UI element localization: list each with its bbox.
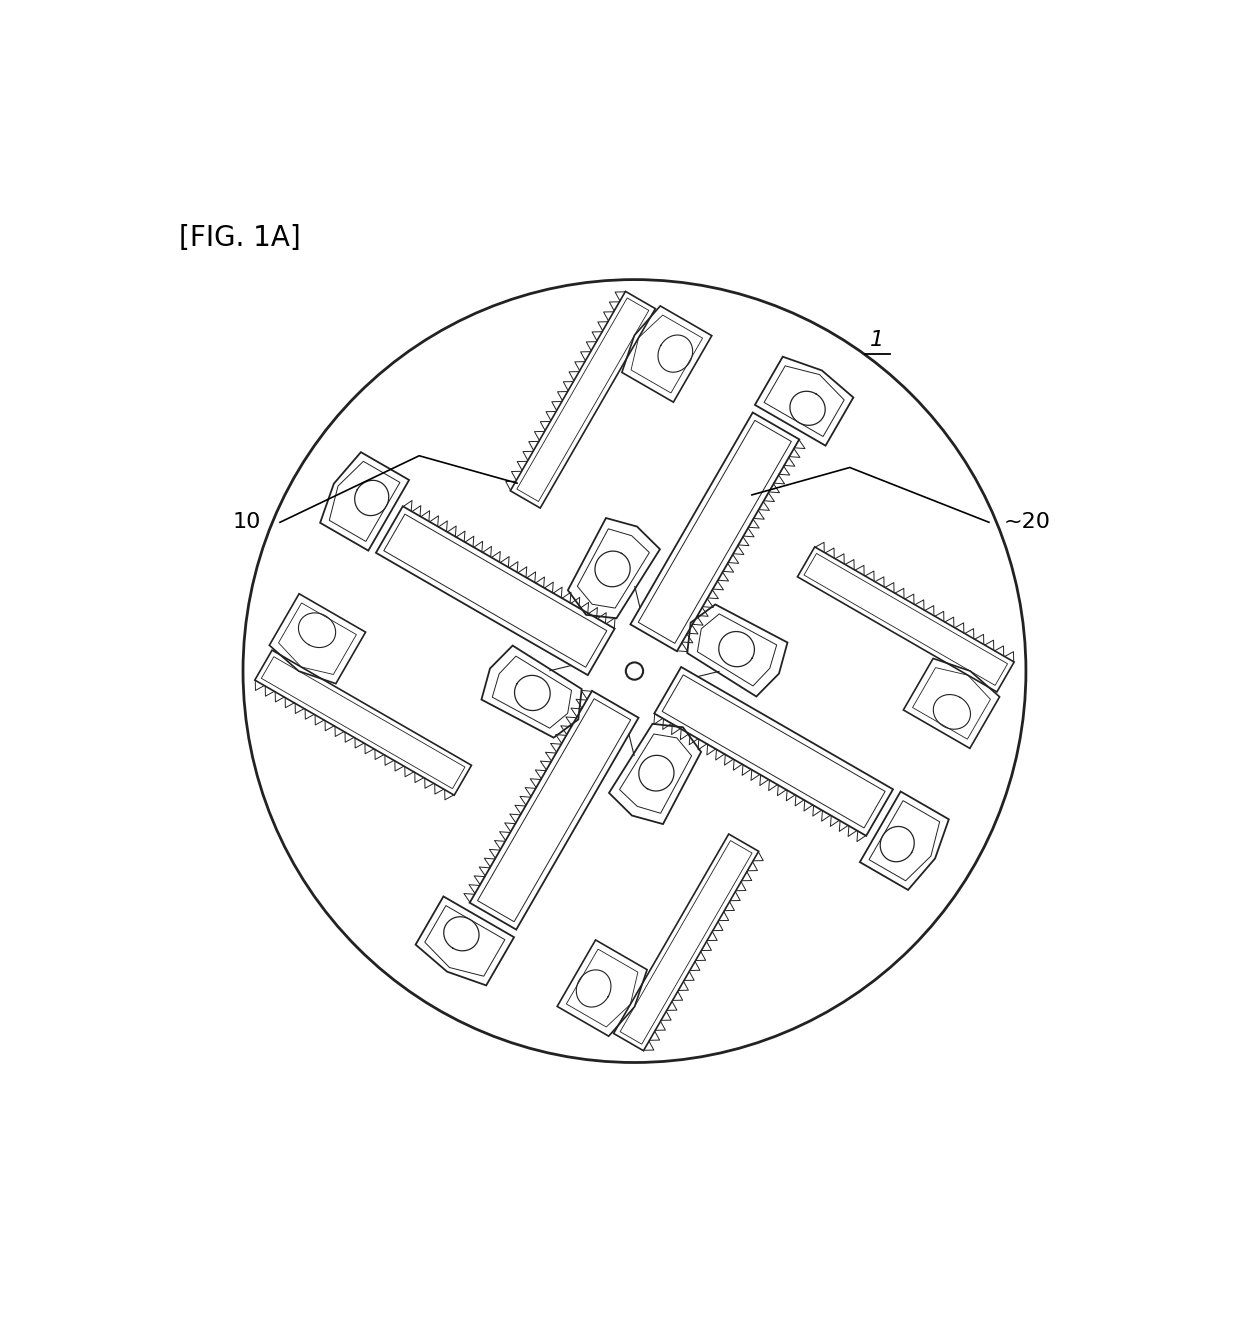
Text: ~20: ~20: [1003, 512, 1050, 532]
Text: 1: 1: [870, 331, 884, 349]
Text: [FIG. 1A]: [FIG. 1A]: [178, 224, 301, 251]
Text: 10: 10: [233, 512, 261, 532]
